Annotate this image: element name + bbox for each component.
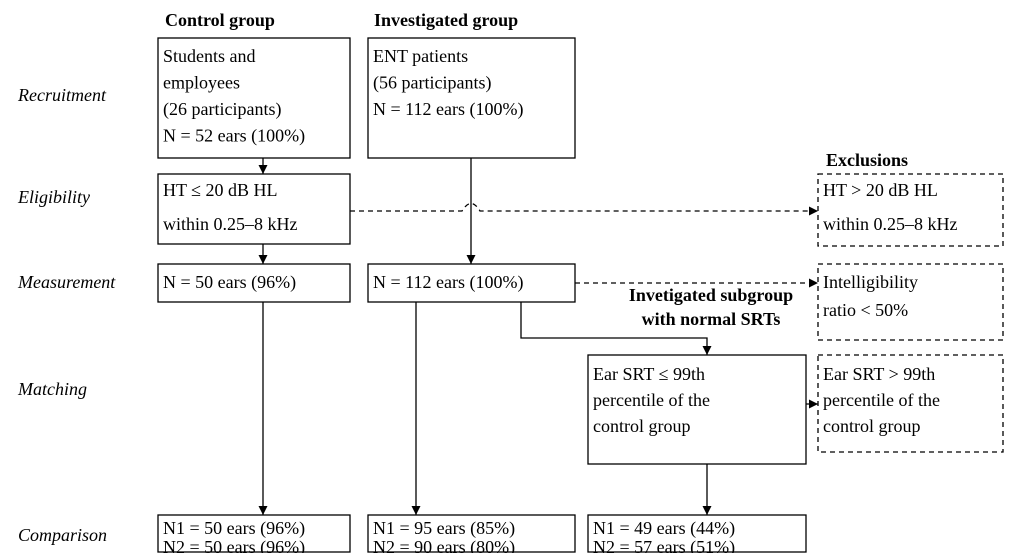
box xyxy=(367,263,576,303)
box-text: employees xyxy=(163,73,240,93)
box-text: Ear SRT ≤ 99th xyxy=(593,364,705,384)
box-text: N1 = 50 ears (96%) xyxy=(163,518,305,539)
header: Investigated group xyxy=(374,10,518,30)
box xyxy=(587,514,807,553)
box xyxy=(367,514,576,553)
stage-label: Matching xyxy=(17,379,87,399)
box xyxy=(157,173,351,245)
header: Exclusions xyxy=(826,150,908,170)
header: Invetigated subgroup xyxy=(629,285,793,305)
box-text: N = 52 ears (100%) xyxy=(163,126,305,147)
stage-label: Measurement xyxy=(17,272,116,292)
box-text: ratio < 50% xyxy=(823,300,908,320)
box-text: N = 112 ears (100%) xyxy=(373,272,523,293)
box xyxy=(587,354,807,465)
box xyxy=(157,37,351,159)
connectors xyxy=(258,158,818,515)
box-text: percentile of the xyxy=(593,390,710,410)
box-text: percentile of the xyxy=(823,390,940,410)
box-text: N2 = 50 ears (96%) xyxy=(163,537,305,553)
header: Control group xyxy=(165,10,275,30)
header: with normal SRTs xyxy=(642,309,781,329)
box-text: N2 = 90 ears (80%) xyxy=(373,537,515,553)
box-text: N2 = 57 ears (51%) xyxy=(593,537,735,553)
box-text: (26 participants) xyxy=(163,99,281,120)
box-text: Ear SRT > 99th xyxy=(823,364,935,384)
box xyxy=(817,173,1004,247)
box xyxy=(157,514,351,553)
box-text: Students and xyxy=(163,46,256,66)
box-text: N1 = 95 ears (85%) xyxy=(373,518,515,539)
box-text: (56 participants) xyxy=(373,73,491,94)
stage-label: Recruitment xyxy=(17,85,107,105)
box xyxy=(817,263,1004,341)
box-text: N = 50 ears (96%) xyxy=(163,272,296,293)
box-text: control group xyxy=(593,416,690,436)
box-text: control group xyxy=(823,416,920,436)
box xyxy=(367,37,576,159)
stage-label: Comparison xyxy=(18,525,107,545)
stage-label: Eligibility xyxy=(17,187,90,207)
box xyxy=(817,354,1004,453)
box-text: within 0.25–8 kHz xyxy=(823,214,958,234)
box-text: N = 112 ears (100%) xyxy=(373,99,523,120)
box-text: within 0.25–8 kHz xyxy=(163,214,298,234)
box-text: Intelligibility xyxy=(823,272,918,292)
box-text: HT > 20 dB HL xyxy=(823,180,938,200)
box-text: ENT patients xyxy=(373,46,468,66)
box-text: HT ≤ 20 dB HL xyxy=(163,180,278,200)
box-text: N1 = 49 ears (44%) xyxy=(593,518,735,539)
box xyxy=(157,263,351,303)
